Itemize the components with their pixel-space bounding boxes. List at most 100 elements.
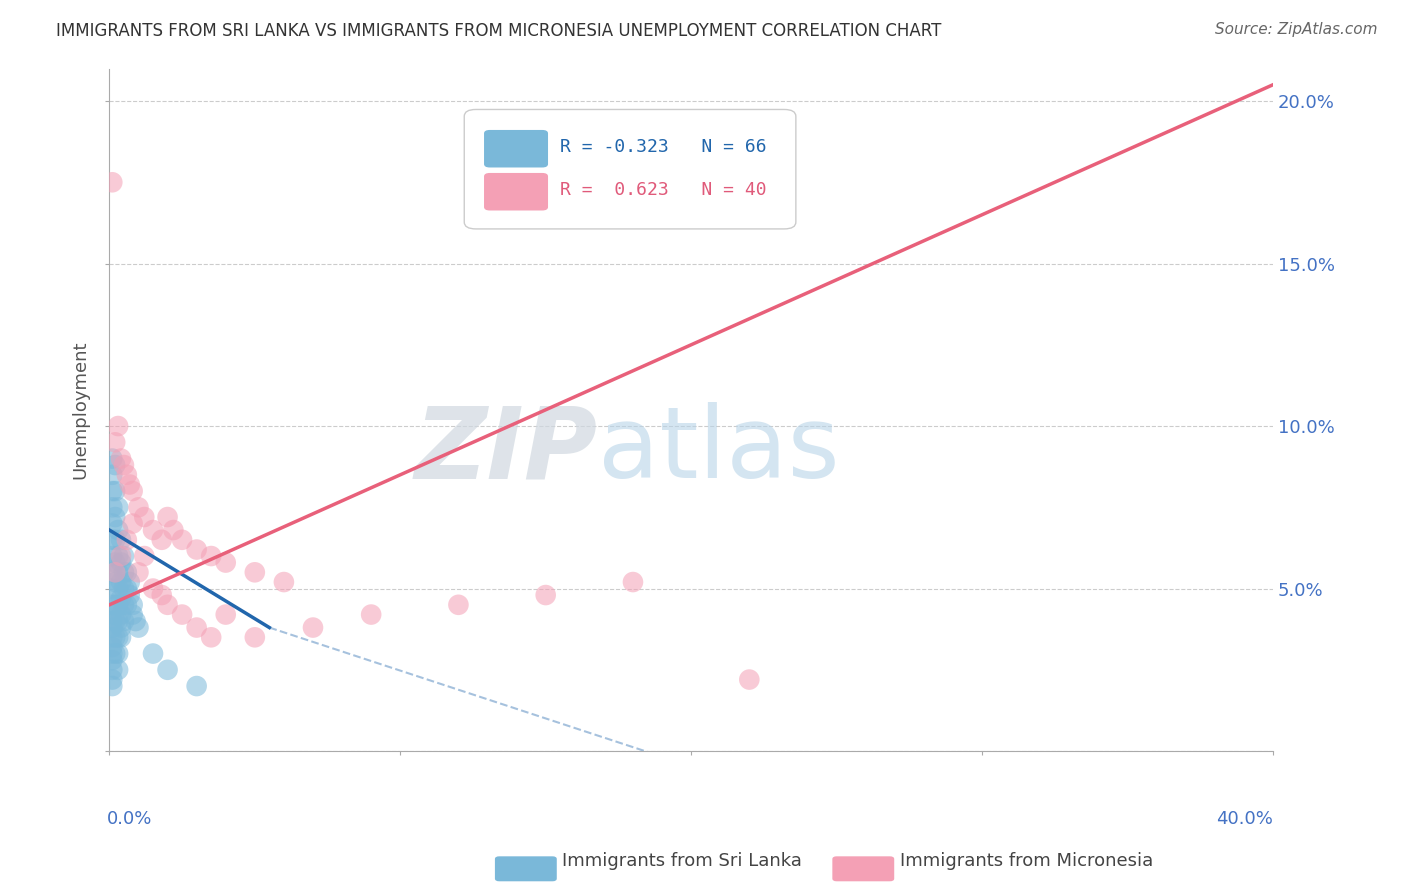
Point — [107, 647, 129, 661]
Point — [200, 549, 222, 563]
Point — [273, 575, 295, 590]
Point — [107, 419, 129, 434]
Point — [127, 621, 149, 635]
Point — [101, 614, 124, 628]
Point — [104, 458, 127, 472]
Point — [243, 630, 266, 644]
Point — [115, 582, 138, 596]
Point — [104, 566, 127, 580]
Point — [112, 614, 135, 628]
Point — [112, 549, 135, 563]
FancyBboxPatch shape — [464, 110, 796, 229]
Text: R =  0.623   N = 40: R = 0.623 N = 40 — [560, 181, 766, 199]
Point — [447, 598, 470, 612]
Point — [134, 510, 156, 524]
Point — [107, 663, 129, 677]
Point — [101, 598, 124, 612]
Point — [110, 533, 132, 547]
Point — [118, 477, 141, 491]
FancyBboxPatch shape — [484, 130, 548, 168]
Text: Immigrants from Micronesia: Immigrants from Micronesia — [900, 852, 1153, 870]
Point — [215, 607, 238, 622]
Point — [127, 500, 149, 515]
Point — [101, 640, 124, 654]
Text: R = -0.323   N = 66: R = -0.323 N = 66 — [560, 138, 766, 156]
Point — [121, 598, 143, 612]
Text: IMMIGRANTS FROM SRI LANKA VS IMMIGRANTS FROM MICRONESIA UNEMPLOYMENT CORRELATION: IMMIGRANTS FROM SRI LANKA VS IMMIGRANTS … — [56, 22, 942, 40]
Text: 0.0%: 0.0% — [107, 810, 152, 828]
Point — [112, 566, 135, 580]
Point — [104, 435, 127, 450]
Point — [101, 451, 124, 466]
Point — [101, 673, 124, 687]
Text: Source: ZipAtlas.com: Source: ZipAtlas.com — [1215, 22, 1378, 37]
Point — [101, 533, 124, 547]
Point — [101, 653, 124, 667]
Point — [621, 575, 644, 590]
Point — [104, 630, 127, 644]
Point — [104, 647, 127, 661]
Point — [110, 591, 132, 606]
FancyBboxPatch shape — [484, 173, 548, 211]
Point — [121, 516, 143, 531]
Point — [101, 566, 124, 580]
Point — [101, 549, 124, 563]
Point — [104, 598, 127, 612]
Point — [104, 484, 127, 499]
Point — [186, 542, 208, 557]
Point — [121, 484, 143, 499]
Point — [115, 566, 138, 580]
Point — [101, 484, 124, 499]
Point — [104, 575, 127, 590]
Point — [101, 621, 124, 635]
Point — [101, 582, 124, 596]
Point — [110, 607, 132, 622]
Point — [360, 607, 382, 622]
Point — [150, 588, 173, 602]
Point — [124, 614, 146, 628]
Point — [172, 607, 194, 622]
Point — [107, 500, 129, 515]
Point — [101, 467, 124, 482]
Point — [142, 523, 165, 537]
Point — [156, 510, 179, 524]
Text: Immigrants from Sri Lanka: Immigrants from Sri Lanka — [562, 852, 803, 870]
Text: 40.0%: 40.0% — [1216, 810, 1272, 828]
Point — [243, 566, 266, 580]
Point — [107, 549, 129, 563]
Y-axis label: Unemployment: Unemployment — [72, 341, 89, 479]
Point — [104, 614, 127, 628]
Point — [107, 566, 129, 580]
Point — [127, 566, 149, 580]
Point — [142, 647, 165, 661]
Text: ZIP: ZIP — [415, 402, 598, 500]
Point — [115, 533, 138, 547]
Point — [186, 621, 208, 635]
Point — [534, 588, 557, 602]
Point — [156, 598, 179, 612]
Point — [110, 556, 132, 570]
Point — [142, 582, 165, 596]
Point — [110, 630, 132, 644]
Point — [110, 451, 132, 466]
Point — [107, 523, 129, 537]
Point — [186, 679, 208, 693]
Point — [107, 614, 129, 628]
Point — [200, 630, 222, 644]
Point — [110, 549, 132, 563]
Point — [101, 175, 124, 189]
Point — [101, 663, 124, 677]
Point — [104, 533, 127, 547]
Point — [134, 549, 156, 563]
Point — [107, 630, 129, 644]
Point — [101, 516, 124, 531]
Point — [112, 458, 135, 472]
Point — [101, 679, 124, 693]
Point — [101, 500, 124, 515]
Point — [215, 556, 238, 570]
Point — [112, 582, 135, 596]
Point — [112, 598, 135, 612]
Point — [738, 673, 761, 687]
Point — [101, 607, 124, 622]
Point — [107, 582, 129, 596]
